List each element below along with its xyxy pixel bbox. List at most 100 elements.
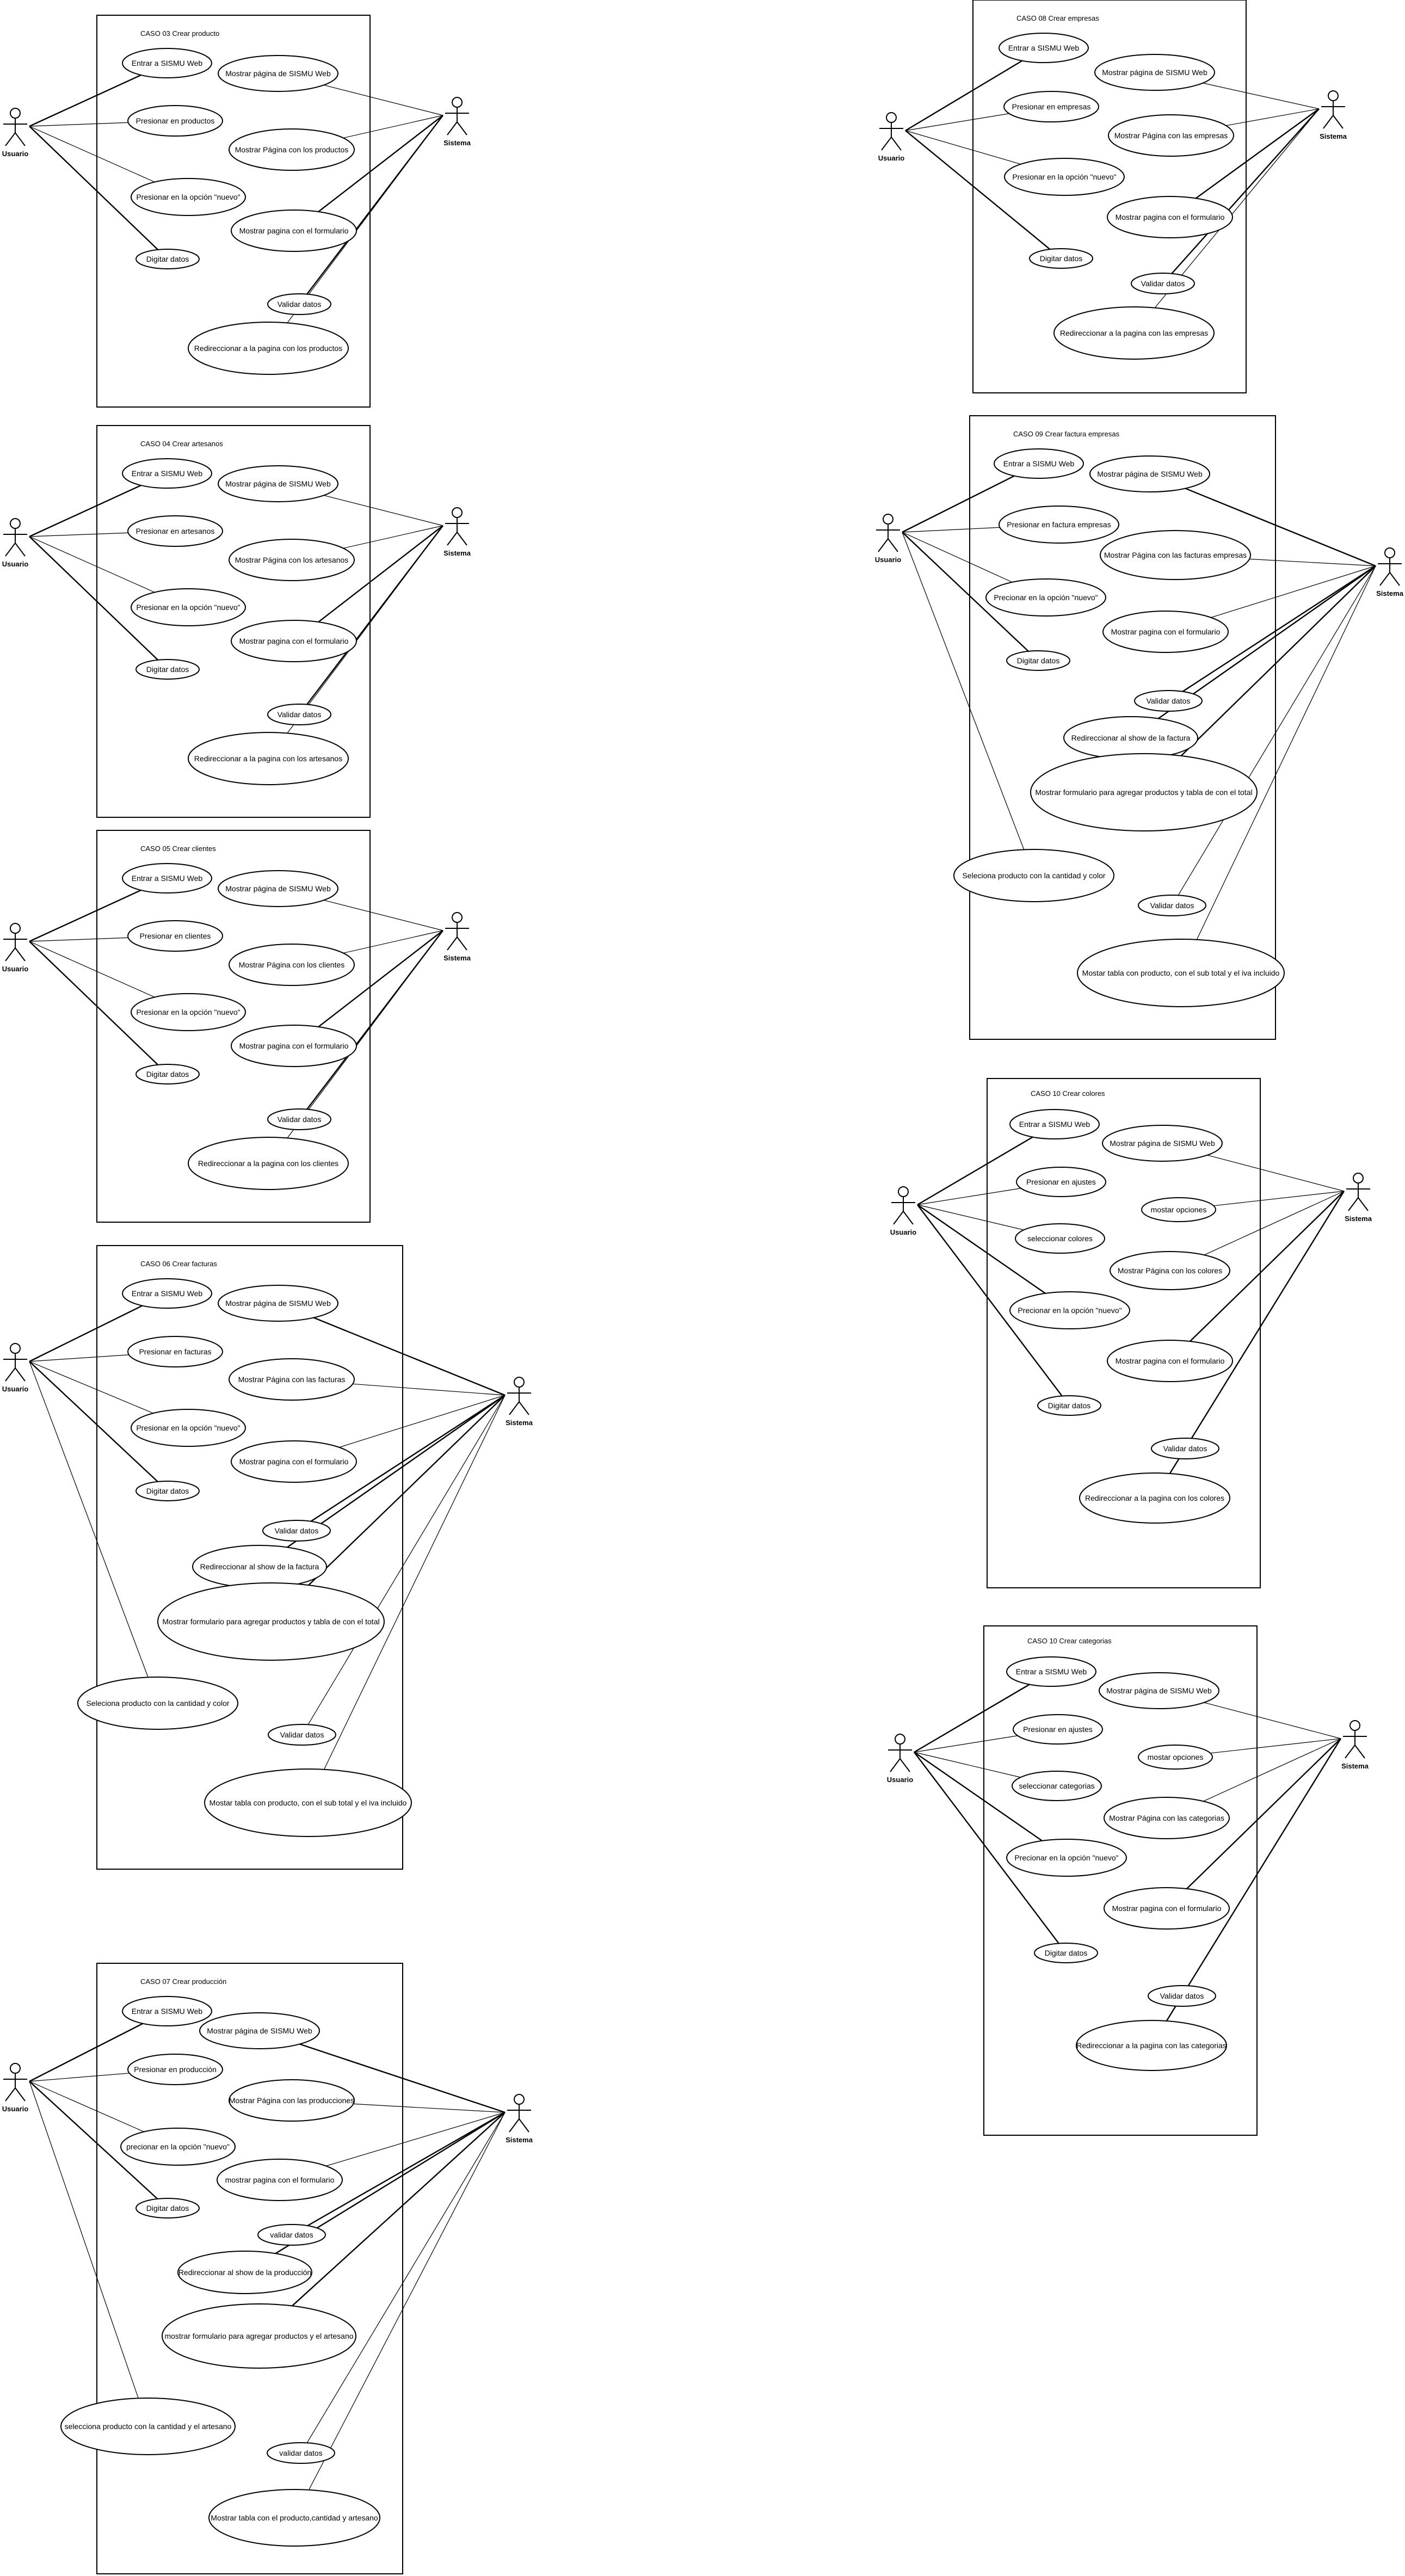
use-case-label: Validar datos bbox=[275, 1526, 319, 1535]
use-case-validar-datos: Validar datos bbox=[1148, 1985, 1216, 2007]
use-case-label: Validar datos bbox=[1163, 1444, 1207, 1453]
actor-label: Sistema bbox=[1376, 589, 1404, 597]
use-case-precionar-en-la-opcion-nuevo: Precionar en la opción "nuevo" bbox=[1009, 1291, 1130, 1329]
use-case-label: Mostrar pagina con el formulario bbox=[239, 1457, 349, 1466]
use-case-ellipse bbox=[229, 128, 355, 171]
use-case-mostrar-pagina-con-los-colores: Mostrar Página con los colores bbox=[1110, 1251, 1230, 1290]
use-case-label: Precionar en la opción "nuevo" bbox=[994, 593, 1098, 602]
use-case-label: Entrar a SISMU Web bbox=[132, 469, 203, 478]
system-boundary bbox=[969, 415, 1276, 1040]
association-line bbox=[917, 1204, 1046, 1294]
use-case-ellipse bbox=[77, 1677, 238, 1730]
use-case-ellipse bbox=[1077, 939, 1285, 1007]
use-case-label: Mostrar página de SISMU Web bbox=[225, 69, 331, 78]
association-line bbox=[29, 889, 141, 942]
use-case-ellipse bbox=[1138, 895, 1206, 916]
use-case-seleccionar-colores: seleccionar colores bbox=[1015, 1223, 1105, 1254]
use-case-ellipse bbox=[1079, 1472, 1230, 1524]
association-line bbox=[1178, 565, 1376, 896]
association-line bbox=[308, 1395, 506, 1586]
use-case-ellipse bbox=[1131, 273, 1195, 294]
use-case-label: Mostrar Página con los colores bbox=[1118, 1266, 1222, 1275]
use-case-mostrar-pagina-con-el-formulario: Mostrar pagina con el formulario bbox=[231, 620, 357, 662]
use-case-label: Digitar datos bbox=[146, 2204, 189, 2213]
use-case-mostrar-pagina-con-los-clientes: Mostrar Página con los clientes bbox=[229, 944, 355, 986]
use-case-mostrar-pagina-con-las-empresas: Mostrar Página con las empresas bbox=[1108, 114, 1234, 157]
use-case-mostrar-pagina-con-el-formulario: mostrar pagina con el formulario bbox=[217, 2159, 343, 2201]
use-case-label: Entrar a SISMU Web bbox=[1003, 459, 1075, 468]
association-line bbox=[1203, 83, 1320, 109]
actor-usuario: Usuario bbox=[2, 108, 28, 158]
use-case-ellipse bbox=[122, 1996, 212, 2026]
use-case-mostrar-pagina-de-sismu-web: Mostrar página de SISMU Web bbox=[1089, 455, 1210, 492]
use-case-validar-datos: Validar datos bbox=[267, 293, 331, 315]
use-case-ellipse bbox=[1009, 1291, 1130, 1329]
use-case-ellipse bbox=[127, 2054, 223, 2085]
association-line bbox=[29, 126, 159, 250]
use-case-ellipse bbox=[1138, 1745, 1213, 1770]
use-case-entrar-a-sismu-web: Entrar a SISMU Web bbox=[122, 863, 212, 893]
use-case-digitar-datos: Digitar datos bbox=[135, 1481, 200, 1501]
actor-label: Usuario bbox=[2, 560, 28, 568]
association-line bbox=[287, 930, 443, 1138]
use-case-mostrar-pagina-con-el-formulario: Mostrar pagina con el formulario bbox=[231, 1025, 357, 1067]
use-case-label: Precionar en la opción "nuevo" bbox=[1014, 1853, 1118, 1862]
association-line bbox=[353, 2103, 506, 2113]
use-case-presionar-en-clientes: Presionar en clientes bbox=[127, 920, 223, 952]
use-case-label: Presionar en la opción "nuevo" bbox=[1012, 172, 1116, 181]
use-case-label: Validar datos bbox=[1141, 279, 1185, 288]
association-line bbox=[1207, 1155, 1345, 1192]
use-case-label: Validar datos bbox=[1150, 901, 1194, 910]
use-case-ellipse bbox=[1012, 1771, 1102, 1801]
use-case-label: Mostrar Página con los clientes bbox=[239, 960, 345, 969]
use-case-mostar-opciones: mostar opciones bbox=[1141, 1197, 1216, 1222]
association-line bbox=[1203, 1738, 1341, 1802]
association-line bbox=[29, 74, 141, 127]
use-case-ellipse bbox=[267, 1108, 331, 1130]
use-case-digitar-datos: Digitar datos bbox=[1037, 1395, 1101, 1416]
use-case-ellipse bbox=[985, 578, 1106, 617]
use-case-ellipse bbox=[1104, 1887, 1230, 1930]
use-case-ellipse bbox=[1108, 114, 1234, 157]
use-case-ellipse bbox=[122, 48, 212, 78]
association-line bbox=[902, 532, 1029, 652]
use-case-precionar-en-la-opcion-nuevo: precionar en la opción "nuevo" bbox=[120, 2128, 236, 2166]
use-case-label: Mostrar página de SISMU Web bbox=[225, 1299, 331, 1308]
use-case-label: Digitar datos bbox=[146, 665, 189, 674]
use-case-label: Entrar a SISMU Web bbox=[1019, 1120, 1090, 1129]
use-case-mostrar-formulario-para-agregar-productos-y-tabla-de-con-el-total: Mostrar formulario para agregar producto… bbox=[1030, 753, 1258, 831]
use-case-label: Mostrar página de SISMU Web bbox=[1097, 470, 1203, 478]
use-case-label: Validar datos bbox=[280, 1730, 324, 1739]
use-case-mostrar-pagina-de-sismu-web: Mostrar página de SISMU Web bbox=[1099, 1672, 1219, 1709]
use-case-mostar-tabla-con-producto-con-el-sub-total-y-el-iva-incluido: Mostar tabla con producto, con el sub to… bbox=[1077, 939, 1285, 1007]
use-case-ellipse bbox=[199, 2012, 320, 2049]
use-case-ellipse bbox=[122, 863, 212, 893]
use-case-label: Redireccionar a la pagina con los colore… bbox=[1085, 1494, 1224, 1502]
use-case-ellipse bbox=[1009, 1109, 1100, 1139]
association-line bbox=[29, 1361, 158, 1482]
use-case-ellipse bbox=[267, 293, 331, 315]
use-case-ellipse bbox=[1029, 248, 1093, 269]
use-case-label: Mostrar página de SISMU Web bbox=[1102, 68, 1207, 77]
association-line bbox=[914, 1684, 1030, 1753]
use-case-precionar-en-la-opcion-nuevo: Precionar en la opción "nuevo" bbox=[985, 578, 1106, 617]
use-case-ellipse bbox=[229, 944, 355, 986]
actor-sistema: Sistema bbox=[506, 1377, 533, 1427]
use-case-label: Validar datos bbox=[278, 710, 322, 719]
use-case-label: Mostrar pagina con el formulario bbox=[1112, 1904, 1222, 1913]
diagram-title: CASO 03 Crear producto bbox=[140, 29, 219, 38]
use-case-label: validar datos bbox=[270, 2230, 313, 2239]
actor-usuario: Usuario bbox=[2, 518, 28, 568]
use-case-entrar-a-sismu-web: Entrar a SISMU Web bbox=[122, 48, 212, 78]
association-line bbox=[1190, 1191, 1345, 1342]
use-case-mostrar-pagina-con-el-formulario: Mostrar pagina con el formulario bbox=[1102, 611, 1229, 653]
association-line bbox=[307, 2111, 506, 2227]
use-case-ellipse bbox=[1053, 306, 1215, 360]
use-case-label: Mostrar página de SISMU Web bbox=[1106, 1686, 1212, 1695]
actor-label: Sistema bbox=[443, 954, 471, 962]
use-case-label: Mostrar Página con las categorias bbox=[1109, 1814, 1224, 1822]
association-line bbox=[902, 475, 1015, 533]
system-boundary bbox=[987, 1078, 1261, 1588]
association-line bbox=[29, 484, 141, 538]
use-case-digitar-datos: Digitar datos bbox=[1034, 1943, 1098, 1963]
